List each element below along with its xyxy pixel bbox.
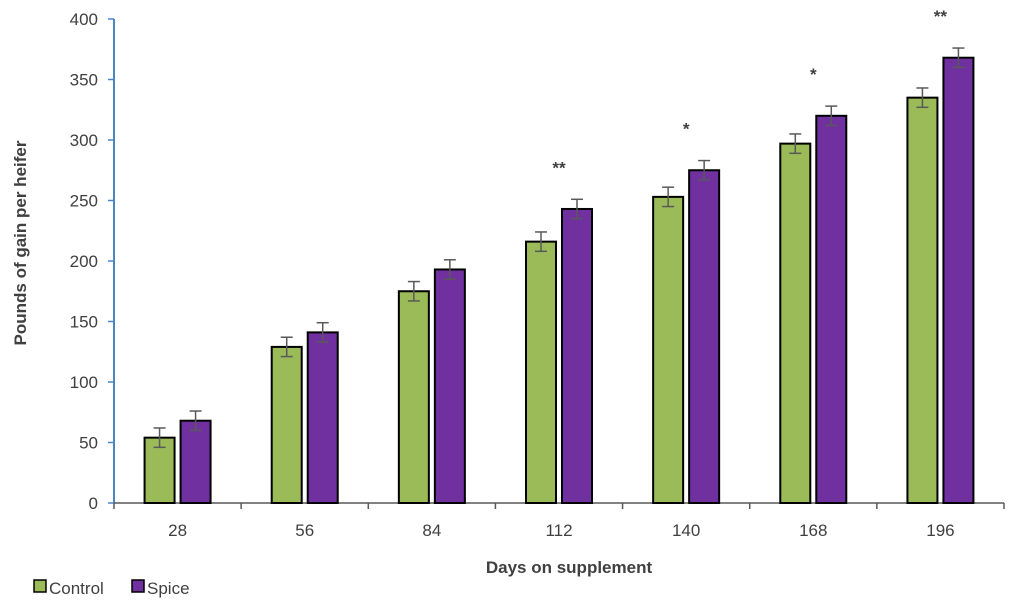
significance-marker: * (683, 120, 690, 139)
x-tick-label: 140 (672, 521, 700, 540)
bar-control (653, 197, 683, 503)
bar-spice (308, 332, 338, 503)
x-tick-label: 168 (799, 521, 827, 540)
y-axis-title: Pounds of gain per heifer (11, 140, 30, 345)
x-tick-label: 196 (926, 521, 954, 540)
bar-spice (435, 269, 465, 503)
x-tick-label: 28 (168, 521, 187, 540)
x-tick-label: 56 (295, 521, 314, 540)
x-axis-title: Days on supplement (486, 558, 653, 577)
y-tick-label: 400 (70, 10, 98, 29)
bar-control (780, 144, 810, 503)
bar-spice (816, 116, 846, 503)
significance-marker: ** (934, 7, 948, 26)
bar-control (399, 291, 429, 503)
legend-label-control: Control (49, 579, 104, 598)
bar-control (526, 242, 556, 503)
x-tick-label: 84 (422, 521, 441, 540)
bar-spice (689, 170, 719, 503)
x-axis: 28 56 84 112 140 168 196 (114, 503, 1004, 540)
bar-spice (562, 209, 592, 503)
y-axis: 0 50 100 150 200 250 300 350 400 (70, 10, 114, 513)
bar-spice (943, 58, 973, 503)
legend-swatch-spice (132, 580, 144, 592)
y-tick-label: 350 (70, 71, 98, 90)
bar-control (907, 98, 937, 503)
bar-control (272, 347, 302, 503)
y-tick-label: 50 (79, 434, 98, 453)
y-tick-label: 100 (70, 373, 98, 392)
bar-spice (181, 421, 211, 503)
significance-marker: ** (552, 158, 566, 177)
bar-group (145, 58, 974, 503)
x-tick-label: 112 (545, 521, 572, 540)
legend-swatch-control (34, 580, 46, 592)
y-tick-label: 300 (70, 131, 98, 150)
significance-annotations: ****** (552, 7, 947, 177)
significance-marker: * (810, 65, 817, 84)
y-tick-label: 150 (70, 313, 98, 332)
y-tick-label: 0 (89, 494, 98, 513)
y-tick-label: 200 (70, 252, 98, 271)
legend: Control Spice (34, 579, 190, 598)
legend-label-spice: Spice (147, 579, 190, 598)
y-tick-label: 250 (70, 192, 98, 211)
